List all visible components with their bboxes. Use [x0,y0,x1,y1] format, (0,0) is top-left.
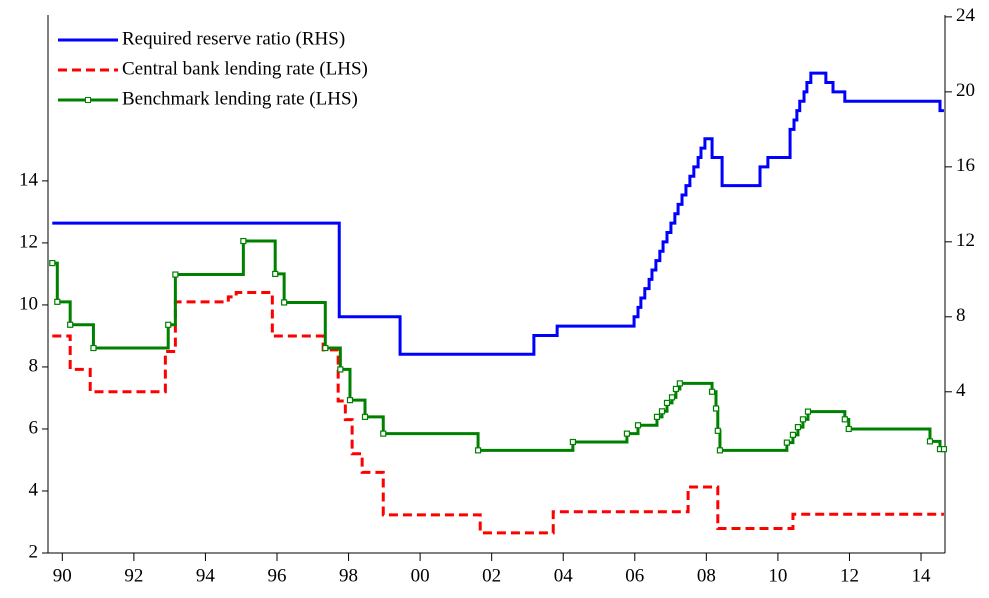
x-tick-label: 04 [554,565,574,586]
series-marker [708,388,716,395]
series-line [52,291,944,535]
series-marker [623,430,631,437]
series-marker [804,408,812,415]
series-line [52,239,944,452]
series-marker [653,413,661,420]
legend-label: Required reserve ratio (RHS) [122,28,345,49]
series-marker [714,427,721,434]
y-tick-label: 14 [19,169,39,190]
series-marker [926,438,934,445]
series-marker [272,270,279,278]
x-tick-label: 90 [53,565,72,586]
series-marker [49,259,56,267]
y2-tick-label: 4 [956,380,966,401]
x-tick-label: 94 [196,565,216,586]
series-marker [799,416,807,423]
series-marker [67,321,74,328]
y2-tick-label: 16 [956,155,975,176]
series-marker [165,321,172,328]
y2-tick-label: 12 [956,230,975,251]
series-marker [474,447,482,454]
series-marker [346,397,354,404]
x-tick-label: 02 [482,565,501,586]
series-line [52,71,944,356]
x-tick-label: 96 [267,565,286,586]
series-marker [658,408,666,415]
x-tick-label: 14 [912,565,932,586]
series-marker [789,431,797,438]
y-tick-label: 12 [19,231,38,252]
x-tick-label: 98 [339,565,358,586]
series-marker [676,380,683,387]
series-marker [841,416,848,423]
x-tick-label: 00 [411,565,430,586]
series-marker [172,271,179,278]
series-marker [361,413,369,420]
series-marker [794,424,802,431]
series-marker [663,399,671,407]
series-marker [337,366,344,373]
y-tick-label: 10 [19,293,38,314]
series-marker [281,299,288,306]
series-marker [940,446,948,453]
legend-label: Benchmark lending rate (LHS) [122,88,358,109]
series-marker [90,344,97,352]
series-marker [240,237,247,245]
x-tick-label: 06 [625,565,644,586]
series-marker [634,422,642,429]
y2-tick-label: 20 [956,80,975,101]
x-tick-label: 12 [840,565,859,586]
series-marker [569,438,576,446]
y-tick-label: 2 [29,541,39,562]
series-marker [712,405,720,412]
y-tick-label: 4 [29,479,39,500]
legend-marker [85,97,91,103]
series-marker [54,298,61,305]
series-marker [783,439,790,446]
y-tick-label: 8 [29,355,39,376]
y2-tick-label: 8 [956,305,966,326]
x-tick-label: 08 [697,565,716,586]
y2-tick-label: 24 [956,5,976,26]
legend-label: Central bank lending rate (LHS) [122,58,368,79]
x-tick-label: 10 [768,565,787,586]
series-marker [380,430,387,437]
series-marker [845,425,852,433]
series-marker [672,385,680,393]
series-marker [322,344,329,352]
series-marker [668,394,676,401]
series-marker [716,447,724,454]
y-tick-label: 6 [29,417,39,438]
x-tick-label: 92 [124,565,143,586]
